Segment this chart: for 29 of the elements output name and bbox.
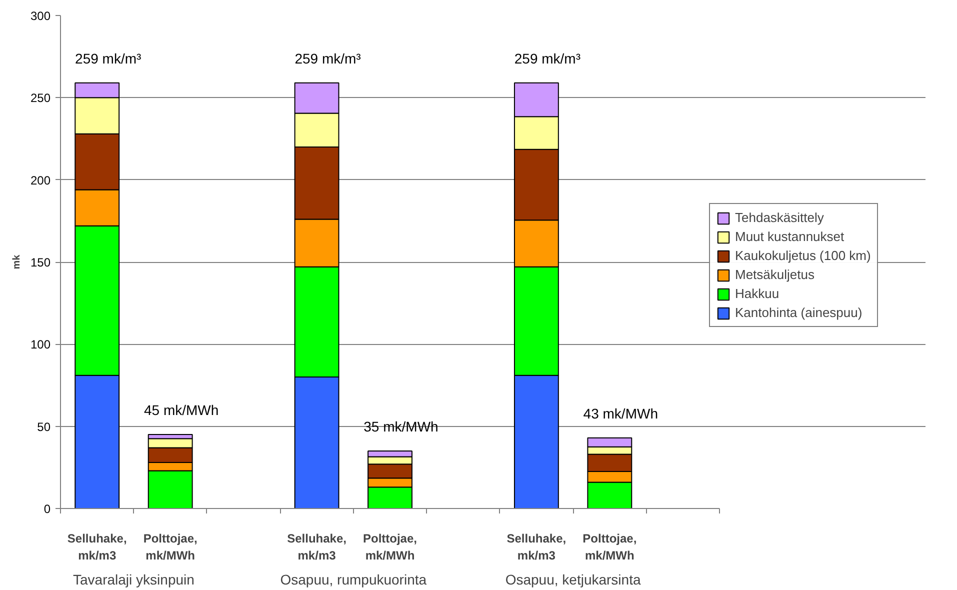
text: Tavaralaji yksinpuin (73, 572, 194, 588)
x-tick-label: Polttojae, mk/MWh (582, 532, 637, 562)
legend-label: Tehdaskäsittely (735, 210, 824, 225)
total-label: 259 mk/m³ (514, 50, 581, 66)
total-label: 45 mk/MWh (144, 402, 219, 418)
x-tick-label: Selluhake, mk/m3 (287, 532, 346, 562)
x-tick-label: Selluhake, mk/m3 (506, 532, 566, 562)
total-label: 259 mk/m³ (75, 50, 142, 66)
total-label: 43 mk/MWh (583, 405, 658, 422)
x-tick-label: Selluhake, mk/m3 (67, 532, 127, 562)
x-tick-label: Polttojae, mk/MWh (362, 532, 418, 562)
legend-label: Hakkuu (735, 286, 780, 301)
text: Osapuu, ketjukarsinta (505, 572, 641, 588)
legend-label: Metsäkuljetus (735, 267, 814, 282)
legend-label: Kaukokuljetus (100 km) (735, 248, 871, 263)
y-tick-label: 300 (30, 9, 51, 23)
y-tick-label: 100 (30, 338, 51, 352)
legend-label: Muut kustannukset (735, 229, 844, 244)
y-tick-label: 0 (44, 502, 51, 516)
y-tick-label: 150 (30, 256, 51, 270)
y-axis-title: mk (11, 254, 22, 270)
total-label: 259 mk/m³ (294, 50, 362, 66)
x-tick-label: Polttojae, mk/MWh (143, 532, 198, 562)
legend-label: Kantohinta (ainespuu) (735, 305, 862, 320)
total-label: 35 mk/MWh (364, 418, 438, 435)
text: Osapuu, rumpukuorinta (280, 572, 427, 588)
y-tick-label: 200 (30, 173, 51, 188)
y-tick-label: 250 (30, 91, 51, 106)
y-tick-label: 50 (37, 420, 51, 434)
